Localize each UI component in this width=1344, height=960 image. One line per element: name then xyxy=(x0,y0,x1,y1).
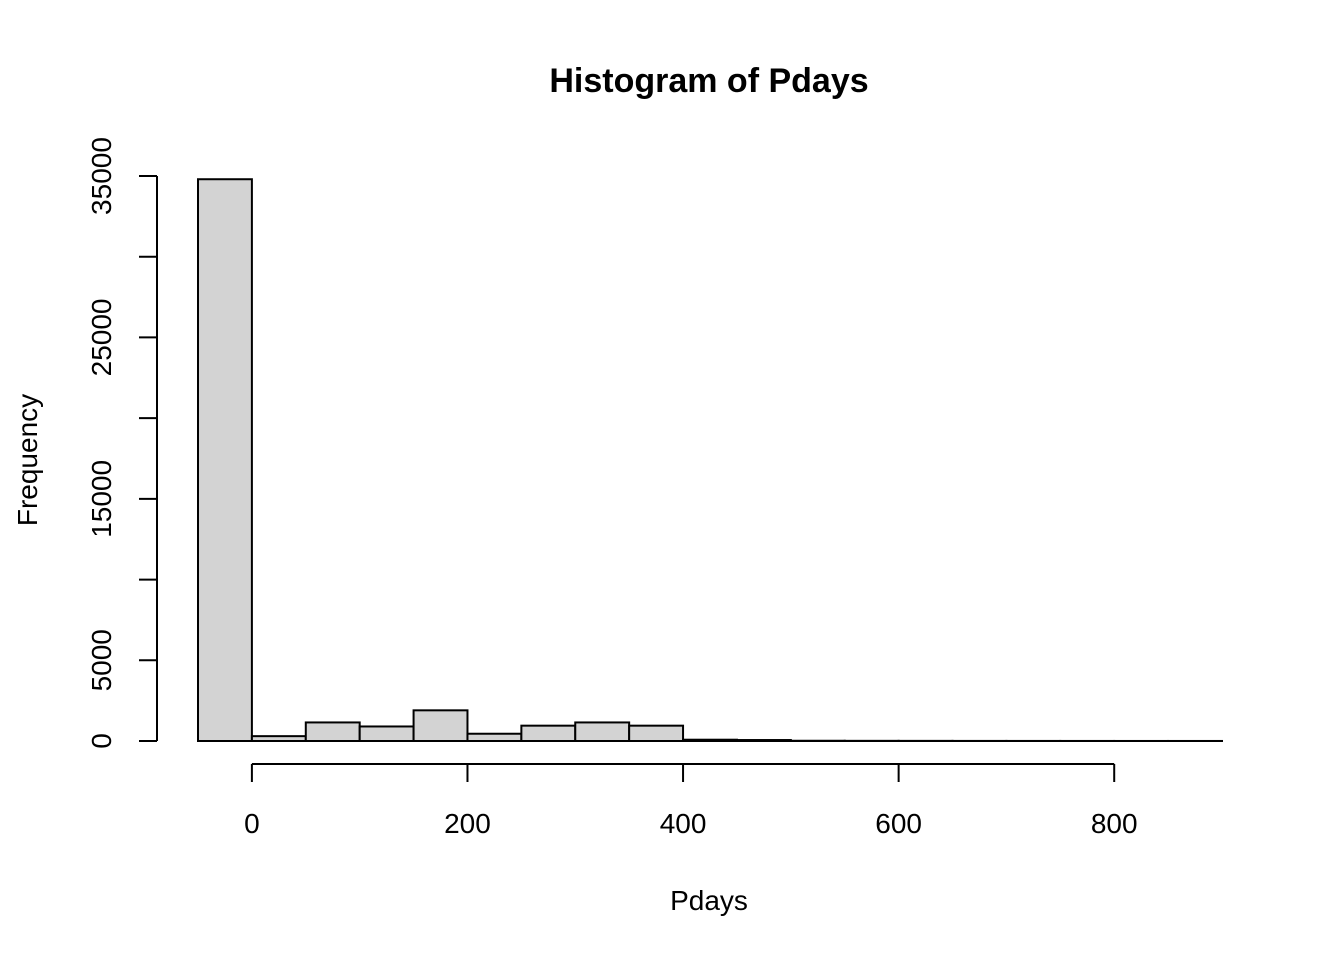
x-tick-label-4: 800 xyxy=(1091,808,1138,839)
y-axis: 0 5000 15000 25000 35000 xyxy=(86,137,158,749)
histogram-bar-8 xyxy=(628,724,685,743)
x-axis: 0 200 400 600 800 xyxy=(244,763,1138,839)
x-axis-label: Pdays xyxy=(670,885,748,916)
x-tick-label-2: 400 xyxy=(660,808,707,839)
histogram-bar-2 xyxy=(304,721,361,743)
histogram-bar-0 xyxy=(197,178,253,742)
histogram-bar-9 xyxy=(682,738,738,742)
x-tick-label-0: 0 xyxy=(244,808,260,839)
x-tick-label-3: 600 xyxy=(875,808,922,839)
y-tick-label-4: 35000 xyxy=(86,137,117,215)
histogram-bar-1 xyxy=(250,735,307,743)
y-tick-label-1: 5000 xyxy=(86,629,117,691)
histogram-bar-7 xyxy=(574,721,631,743)
y-tick-label-0: 0 xyxy=(86,733,117,749)
histogram-bar-10 xyxy=(735,739,792,743)
y-axis-label: Frequency xyxy=(12,394,43,526)
chart-title: Histogram of Pdays xyxy=(549,62,868,100)
histogram-bar-4 xyxy=(412,709,469,742)
histogram-bar-3 xyxy=(358,725,415,743)
histogram-bar-6 xyxy=(520,724,577,743)
y-tick-label-3: 25000 xyxy=(86,298,117,376)
histogram-bar-5 xyxy=(466,732,523,743)
bars-group xyxy=(197,178,1223,743)
x-tick-label-1: 200 xyxy=(444,808,491,839)
y-tick-label-2: 15000 xyxy=(86,460,117,538)
